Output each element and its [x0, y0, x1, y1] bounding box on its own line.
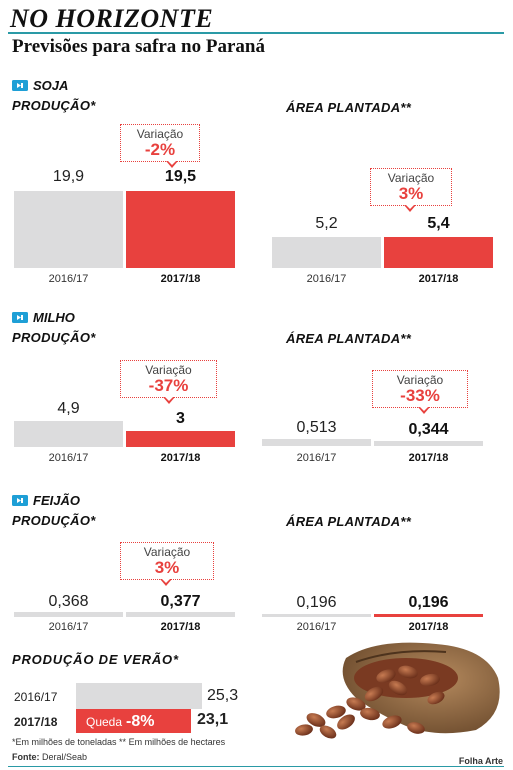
variation-value: 3%	[398, 184, 424, 203]
page-subtitle: Previsões para safra no Paraná	[12, 36, 265, 57]
variation-value: -37%	[148, 376, 189, 395]
value-milho-production-2017: 3	[176, 410, 185, 427]
source: Fonte: Deral/Seab	[12, 752, 87, 762]
callout-pointer-inner	[164, 396, 174, 401]
variation-callout: Variação -33%	[372, 370, 468, 408]
bar-summer-2017	[76, 709, 191, 733]
value-feijao-production-2017: 0,377	[160, 593, 201, 610]
bar-milho-area-2016	[262, 439, 371, 446]
year-label: 2016/17	[296, 452, 337, 464]
variation-label: Variação	[143, 545, 191, 559]
source-label: Fonte:	[12, 752, 40, 762]
variation-label: Variação	[145, 363, 192, 377]
year-label: 2017/18	[160, 273, 201, 285]
title-rule	[8, 32, 504, 34]
bar-summer-2016	[76, 683, 202, 709]
year-label: 2017/18	[160, 621, 201, 633]
variation-callout: Variação -2%	[120, 124, 200, 162]
value-soja-area-2017: 5,4	[427, 215, 450, 232]
crop-name: FEIJÃO	[33, 493, 80, 508]
value-feijao-production-2016: 0,368	[48, 593, 89, 610]
page-title: NO HORIZONTE	[10, 4, 214, 33]
drop-label: Queda -8%	[86, 710, 154, 734]
crop-label-milho: MILHO	[12, 310, 75, 325]
summer-year-label: 2017/18	[14, 715, 58, 729]
year-label: 2017/18	[160, 452, 201, 464]
summer-year-label: 2016/17	[14, 690, 58, 704]
crop-label-soja: SOJA	[12, 78, 68, 93]
year-label: 2016/17	[296, 621, 337, 633]
year-label: 2017/18	[408, 452, 449, 464]
value-summer-2016: 25,3	[207, 687, 239, 704]
variation-value: -2%	[144, 140, 176, 159]
bar-soja-area-2016	[272, 237, 381, 268]
arrow-tag-icon	[12, 312, 28, 323]
year-label: 2016/17	[306, 273, 347, 285]
variation-label: Variação	[387, 171, 435, 185]
crop-name: SOJA	[33, 78, 69, 93]
value-soja-production-2016: 19,9	[52, 168, 85, 185]
cocoa-beans-illustration	[295, 642, 500, 739]
callout-pointer-inner	[405, 204, 415, 209]
production-label: PRODUÇÃO*	[12, 330, 96, 345]
bar-soja-production-2017	[126, 191, 235, 268]
year-label: 2016/17	[48, 273, 89, 285]
year-label: 2017/18	[418, 273, 459, 285]
arrow-tag-icon	[12, 495, 28, 506]
drop-value: -8%	[126, 713, 155, 730]
source-name: Deral/Seab	[42, 752, 88, 762]
year-label: 2017/18	[408, 621, 449, 633]
callout-pointer-inner	[419, 406, 429, 411]
value-soja-area-2016: 5,2	[315, 215, 338, 232]
value-soja-production-2017: 19,5	[164, 168, 197, 185]
bar-milho-production-2016	[14, 421, 123, 447]
variation-value: 3%	[154, 558, 180, 577]
variation-callout: Variação -37%	[120, 360, 217, 398]
value-feijao-area-2016: 0,196	[296, 594, 337, 611]
callout-pointer-inner	[167, 160, 177, 165]
arrow-tag-icon	[12, 80, 28, 91]
crop-name: MILHO	[33, 310, 75, 325]
production-label: PRODUÇÃO*	[12, 98, 96, 113]
value-feijao-area-2017: 0,196	[408, 594, 449, 611]
callout-pointer-inner	[161, 578, 171, 583]
bar-feijao-area-2017	[374, 614, 483, 617]
credit: Folha Arte	[458, 756, 503, 766]
bar-feijao-production-2016	[14, 612, 123, 617]
value-summer-2017: 23,1	[197, 711, 229, 728]
production-label: PRODUÇÃO*	[12, 513, 96, 528]
bar-milho-area-2017	[374, 441, 483, 446]
variation-callout: Variação 3%	[120, 542, 214, 580]
area-label: ÁREA PLANTADA**	[286, 100, 412, 115]
bottom-rule	[8, 766, 504, 767]
value-milho-production-2016: 4,9	[57, 400, 80, 417]
value-milho-area-2017: 0,344	[408, 421, 449, 438]
area-label: ÁREA PLANTADA**	[286, 331, 412, 346]
bar-soja-production-2016	[14, 191, 123, 268]
year-label: 2016/17	[48, 452, 89, 464]
bar-milho-production-2017	[126, 431, 235, 447]
bar-soja-area-2017	[384, 237, 493, 268]
value-milho-area-2016: 0,513	[296, 419, 337, 436]
variation-value: -33%	[400, 386, 440, 405]
bar-feijao-area-2016	[262, 614, 371, 617]
variation-callout: Variação 3%	[370, 168, 452, 206]
summer-production-label: PRODUÇÃO DE VERÃO*	[12, 652, 179, 667]
year-label: 2016/17	[48, 621, 89, 633]
variation-label: Variação	[136, 127, 184, 141]
drop-text: Queda	[86, 715, 123, 729]
area-label: ÁREA PLANTADA**	[286, 514, 412, 529]
bar-feijao-production-2017	[126, 612, 235, 617]
crop-label-feijao: FEIJÃO	[12, 493, 80, 508]
variation-label: Variação	[396, 373, 444, 387]
footnote: *Em milhões de toneladas ** Em milhões d…	[12, 737, 226, 747]
